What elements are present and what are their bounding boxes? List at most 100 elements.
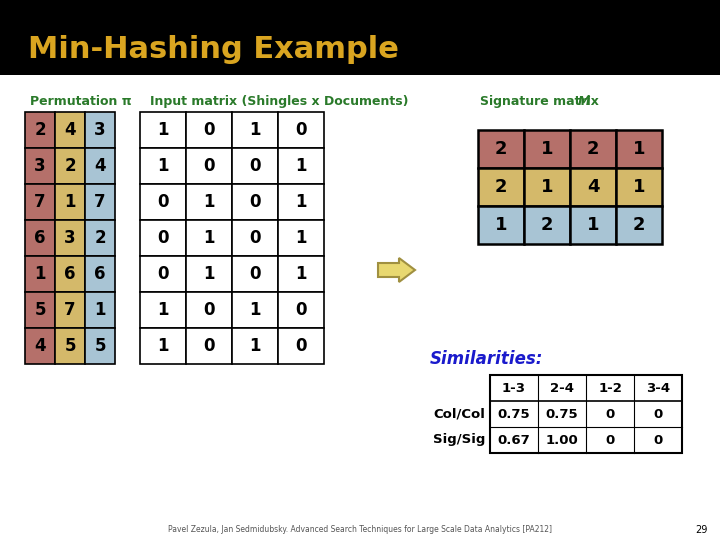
Text: 1: 1 (64, 193, 76, 211)
Text: 4: 4 (34, 337, 46, 355)
Text: M: M (578, 95, 590, 108)
Bar (278, 256, 324, 292)
Text: 0: 0 (157, 229, 168, 247)
Bar (570, 168, 616, 206)
Text: 1: 1 (495, 216, 508, 234)
Bar (140, 292, 186, 328)
Bar (278, 292, 324, 328)
Bar (85, 184, 115, 220)
Bar (140, 148, 186, 184)
Bar (85, 328, 115, 364)
Bar (140, 112, 186, 148)
Text: Sig/Sig: Sig/Sig (433, 434, 485, 447)
Bar (524, 168, 570, 206)
Text: 3-4: 3-4 (646, 381, 670, 395)
Text: 0: 0 (653, 434, 662, 447)
Text: 0: 0 (249, 193, 261, 211)
Text: 1: 1 (295, 193, 307, 211)
Text: 0: 0 (295, 301, 307, 319)
Bar (186, 112, 232, 148)
Text: 1: 1 (633, 140, 645, 158)
Bar (232, 292, 278, 328)
Text: 1: 1 (295, 229, 307, 247)
Bar (55, 220, 85, 256)
Text: 0: 0 (295, 337, 307, 355)
Text: 6: 6 (64, 265, 76, 283)
Bar (186, 220, 232, 256)
Text: Input matrix (Shingles x Documents): Input matrix (Shingles x Documents) (150, 95, 408, 108)
Text: 2: 2 (495, 178, 508, 196)
Text: Permutation π: Permutation π (30, 95, 132, 108)
Bar (232, 220, 278, 256)
Bar (278, 112, 324, 148)
Text: 0: 0 (203, 157, 215, 175)
Text: 5: 5 (35, 301, 46, 319)
Bar (140, 256, 186, 292)
Text: Similarities:: Similarities: (430, 350, 544, 368)
Text: 3: 3 (34, 157, 46, 175)
Bar (478, 130, 524, 168)
Bar (278, 220, 324, 256)
Text: 1: 1 (249, 301, 261, 319)
Text: 0: 0 (203, 301, 215, 319)
Bar (616, 130, 662, 168)
Bar (490, 375, 682, 453)
Bar (478, 168, 524, 206)
Bar (186, 184, 232, 220)
Bar (140, 220, 186, 256)
Bar (25, 112, 55, 148)
Text: 1: 1 (587, 216, 599, 234)
Text: 2: 2 (633, 216, 645, 234)
Text: 1: 1 (249, 121, 261, 139)
Text: 1: 1 (157, 301, 168, 319)
Text: 7: 7 (94, 193, 106, 211)
Text: 2: 2 (541, 216, 553, 234)
Text: Signature matrix: Signature matrix (480, 95, 603, 108)
Text: 1: 1 (249, 337, 261, 355)
Text: 2: 2 (587, 140, 599, 158)
Bar (25, 292, 55, 328)
Text: 0: 0 (295, 121, 307, 139)
Bar (140, 184, 186, 220)
Bar (232, 148, 278, 184)
Text: 3: 3 (94, 121, 106, 139)
Text: 1: 1 (157, 337, 168, 355)
Text: 0: 0 (203, 121, 215, 139)
Bar (232, 328, 278, 364)
FancyArrow shape (378, 258, 415, 282)
Text: 4: 4 (587, 178, 599, 196)
Text: 1: 1 (541, 140, 553, 158)
Bar (616, 206, 662, 244)
Bar (278, 184, 324, 220)
Bar (524, 130, 570, 168)
Text: 2: 2 (64, 157, 76, 175)
Text: 1: 1 (541, 178, 553, 196)
Text: 5: 5 (94, 337, 106, 355)
Text: 0: 0 (249, 229, 261, 247)
Text: 2-4: 2-4 (550, 381, 574, 395)
Text: 3: 3 (64, 229, 76, 247)
Bar (278, 148, 324, 184)
Text: 4: 4 (94, 157, 106, 175)
Bar (85, 256, 115, 292)
Text: 0: 0 (606, 408, 615, 421)
Bar (186, 328, 232, 364)
Bar (25, 184, 55, 220)
Bar (186, 292, 232, 328)
Bar (232, 112, 278, 148)
Text: 1: 1 (633, 178, 645, 196)
Text: 0: 0 (653, 408, 662, 421)
Text: 6: 6 (94, 265, 106, 283)
Text: 0.75: 0.75 (498, 408, 531, 421)
Text: 1: 1 (157, 157, 168, 175)
Bar (85, 112, 115, 148)
Text: 2: 2 (34, 121, 46, 139)
Text: 1-3: 1-3 (502, 381, 526, 395)
Bar (570, 130, 616, 168)
Text: Pavel Zezula, Jan Sedmidubsky. Advanced Search Techniques for Large Scale Data A: Pavel Zezula, Jan Sedmidubsky. Advanced … (168, 525, 552, 535)
Text: 0: 0 (249, 157, 261, 175)
Bar (140, 328, 186, 364)
Text: Col/Col: Col/Col (433, 408, 485, 421)
Text: 2: 2 (94, 229, 106, 247)
Bar (0, 0, 720, 75)
